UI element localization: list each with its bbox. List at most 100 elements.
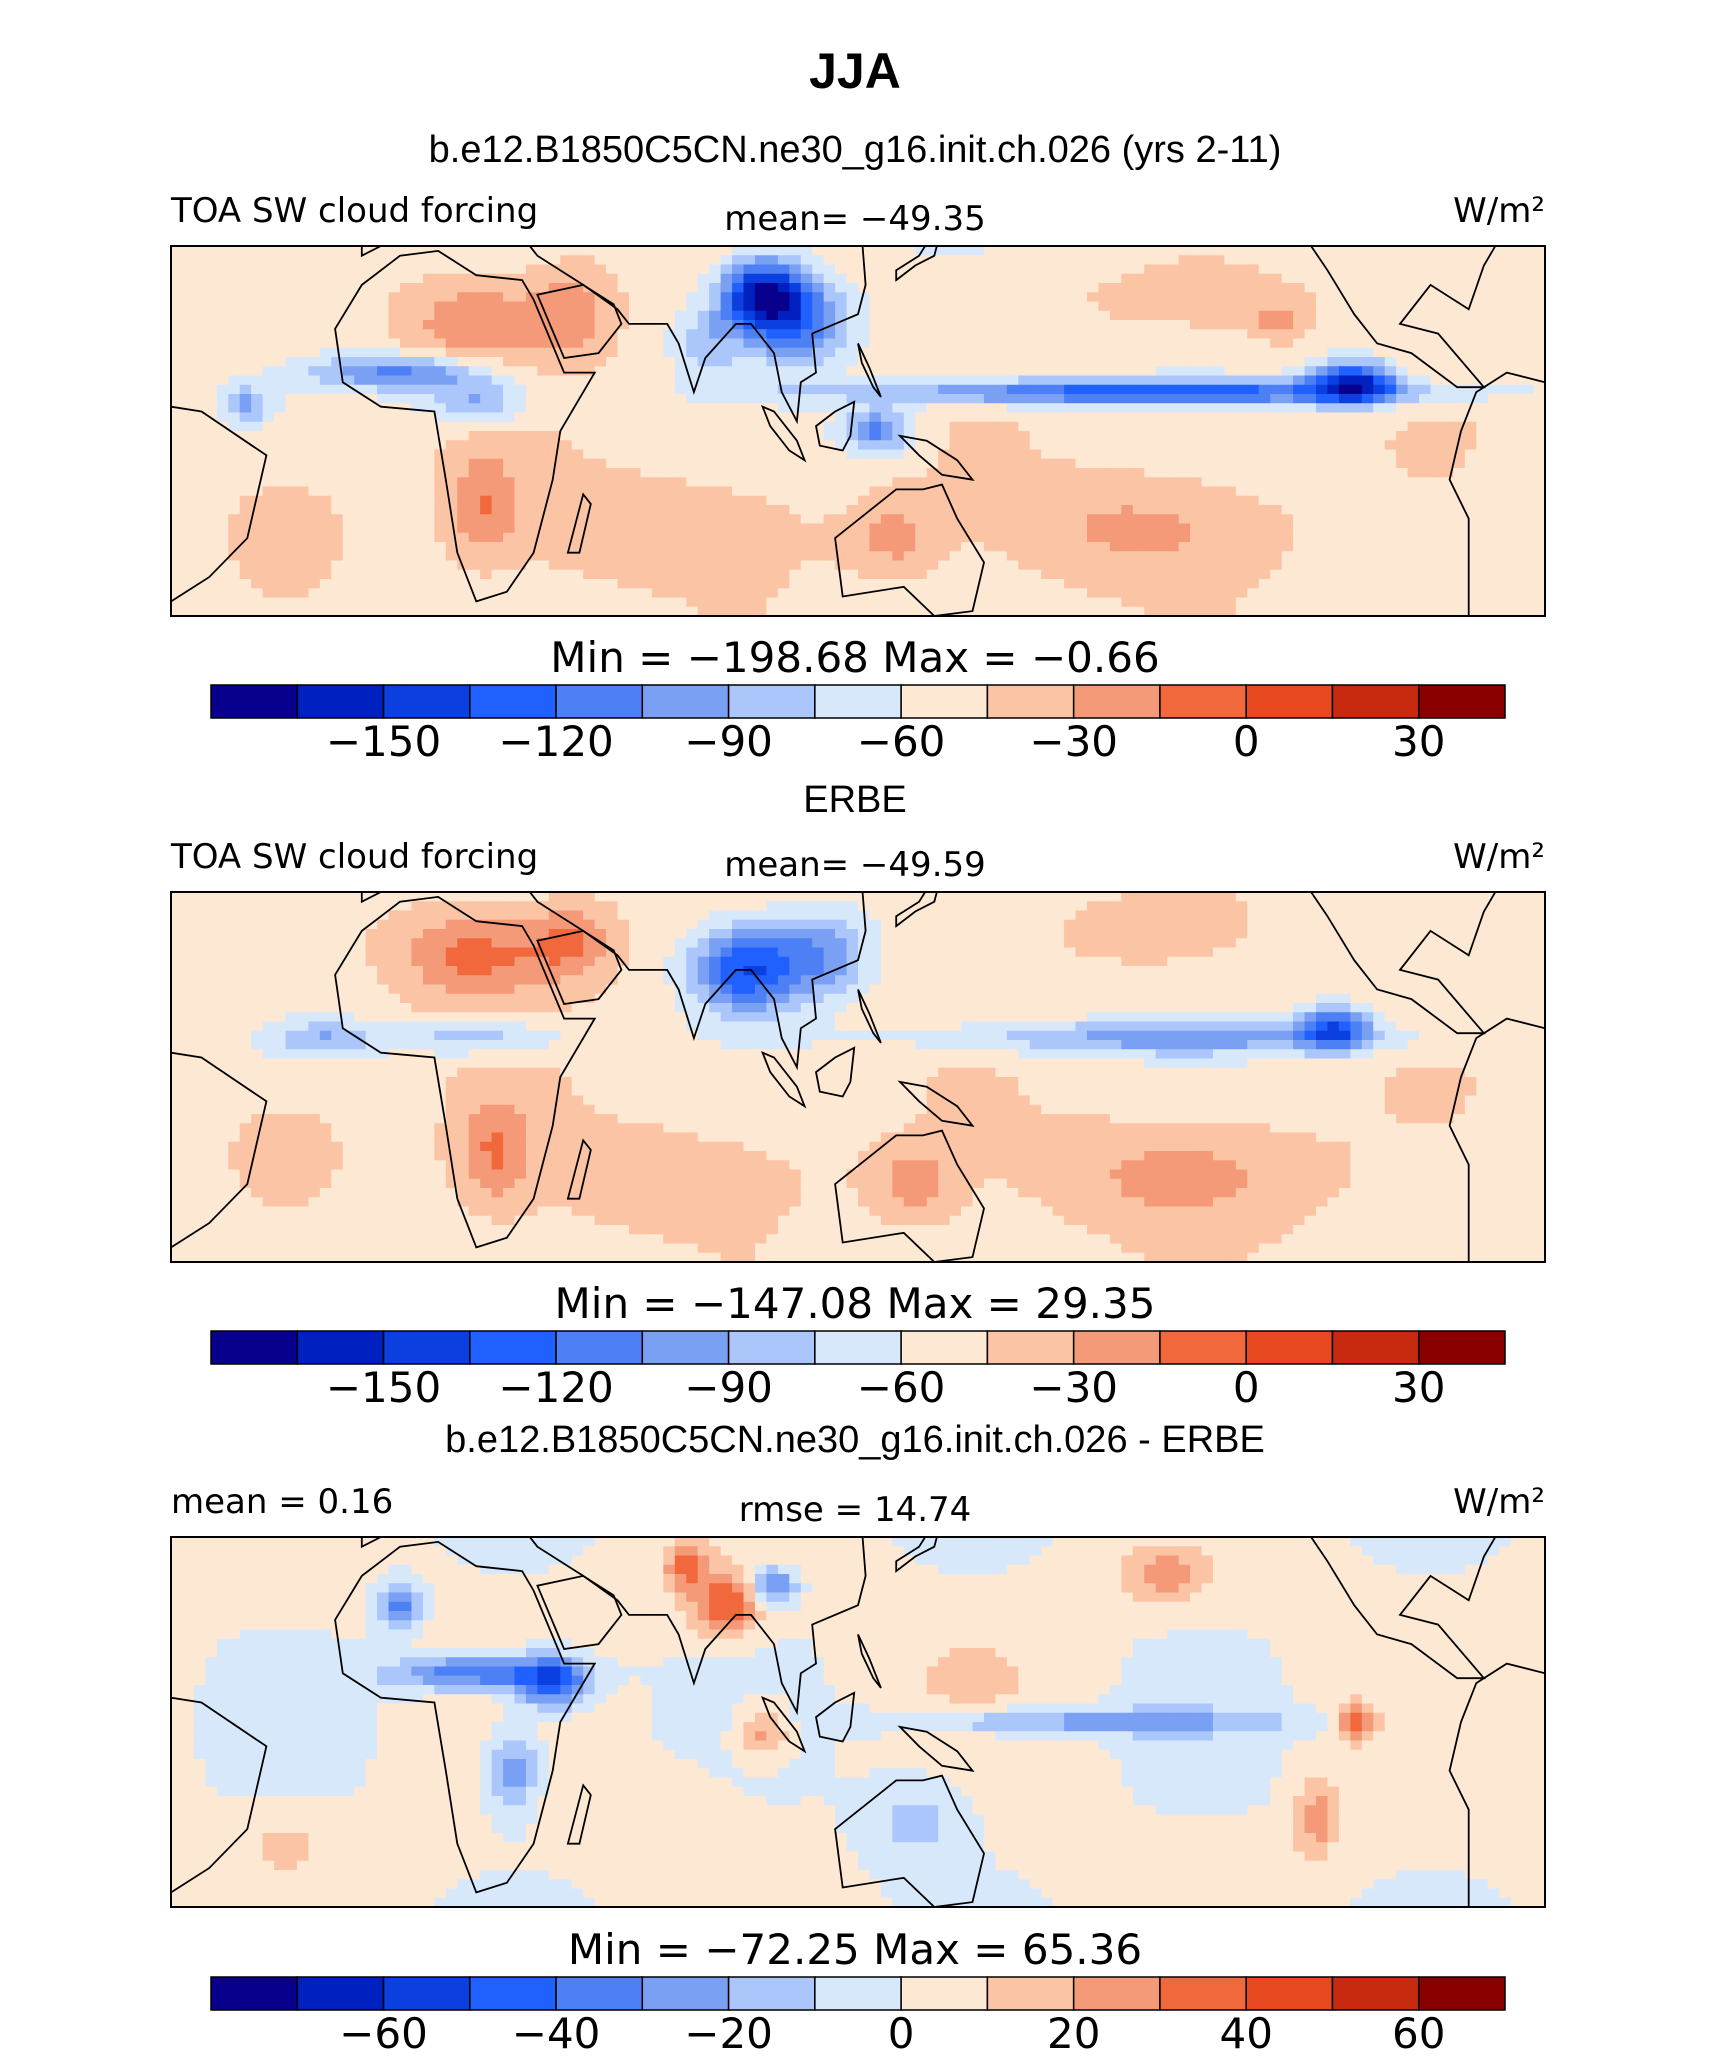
field-cell (1041, 273, 1054, 284)
field-cell (606, 588, 619, 599)
field-cell (1396, 421, 1409, 432)
field-cell (1304, 320, 1317, 330)
field-cell (1350, 301, 1363, 312)
field-cell (1396, 292, 1409, 303)
field-cell (1430, 505, 1443, 515)
field-cell (1029, 523, 1042, 534)
field-cell (1350, 320, 1363, 330)
field-cell (777, 246, 790, 256)
field-cell (1029, 403, 1042, 414)
field-cell (262, 301, 275, 312)
field-cell (846, 246, 859, 256)
field-cell (1167, 523, 1180, 534)
field-cell (697, 588, 710, 599)
field-cell (697, 532, 710, 543)
field-cell (468, 458, 481, 469)
field-cell (1384, 421, 1397, 432)
field-cell (1396, 375, 1409, 386)
field-cell (1476, 283, 1489, 293)
field-cell (1464, 449, 1477, 460)
field-cell (1224, 579, 1237, 589)
field-cell (400, 412, 413, 423)
field-cell (709, 505, 722, 515)
field-cell (354, 320, 367, 330)
field-cell (1224, 273, 1237, 284)
field-cell (1190, 338, 1203, 349)
field-cell (1029, 569, 1042, 580)
field-cell (342, 403, 355, 414)
field-cell (457, 532, 470, 543)
field-cell (1212, 320, 1225, 330)
field-cell (1464, 523, 1477, 534)
field-cell (560, 273, 573, 284)
field-cell (262, 579, 275, 589)
field-cell (926, 301, 939, 312)
field-cell (262, 597, 275, 608)
field-cell (880, 329, 893, 340)
field-cell (1441, 606, 1454, 616)
field-cell (1155, 338, 1168, 349)
field-cell (560, 338, 573, 349)
field-cell (674, 264, 687, 275)
field-cell (880, 495, 893, 506)
field-cell (251, 477, 264, 488)
field-cell (1430, 477, 1443, 488)
field-cell (354, 357, 367, 367)
field-cell (961, 551, 974, 562)
field-cell (308, 449, 321, 460)
field-cell (606, 486, 619, 497)
field-cell (1327, 320, 1340, 330)
field-cell (1087, 421, 1100, 432)
max-label: Max (869, 633, 969, 682)
field-cell (1430, 357, 1443, 367)
field-cell (892, 606, 905, 616)
field-cell (457, 292, 470, 303)
field-cell (1396, 384, 1409, 395)
field-cell (388, 551, 401, 562)
field-cell (1144, 514, 1157, 525)
field-cell (1201, 264, 1214, 275)
field-cell (1132, 264, 1145, 275)
field-cell (995, 523, 1008, 534)
field-cell (766, 421, 779, 432)
field-cell (1029, 273, 1042, 284)
field-cell (686, 329, 699, 340)
field-cell (216, 255, 229, 266)
field-cell (1281, 477, 1294, 488)
field-cell (296, 320, 309, 330)
field-cell (1407, 449, 1420, 460)
field-cell (629, 375, 642, 386)
field-cell (709, 412, 722, 423)
field-cell (812, 384, 825, 395)
field-cell (319, 431, 332, 441)
field-cell (285, 366, 298, 377)
field-cell (468, 412, 481, 423)
field-cell (617, 320, 630, 330)
field-cell (1373, 310, 1386, 321)
field-cell (262, 486, 275, 497)
field-cell (571, 292, 584, 303)
field-cell (651, 412, 664, 423)
field-cell (1522, 301, 1535, 312)
field-cell (800, 394, 813, 404)
field-cell (915, 458, 928, 469)
field-cell (1281, 431, 1294, 441)
field-cell (606, 514, 619, 525)
field-cell (182, 551, 195, 562)
field-cell (594, 255, 607, 266)
field-cell (491, 458, 504, 469)
field-cell (1361, 588, 1374, 599)
field-cell (663, 384, 676, 395)
field-cell (480, 514, 493, 525)
field-cell (560, 347, 573, 358)
field-cell (1293, 255, 1306, 266)
field-cell (880, 310, 893, 321)
field-cell (525, 329, 538, 340)
field-cell (949, 431, 962, 441)
field-cell (880, 532, 893, 543)
field-cell (1121, 458, 1134, 469)
field-cell (766, 283, 779, 293)
field-cell (1224, 403, 1237, 414)
field-cell (1098, 505, 1111, 515)
field-cell (503, 412, 516, 423)
